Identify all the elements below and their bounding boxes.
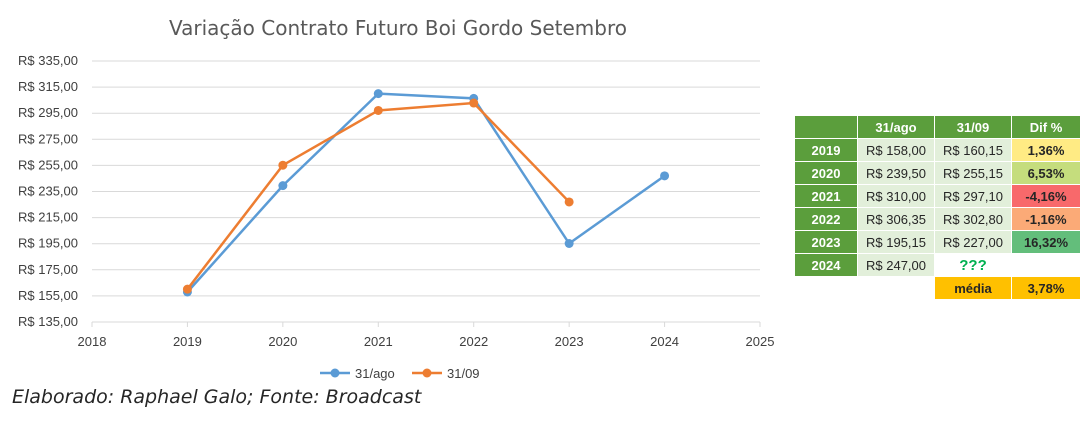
row-set: R$ 160,15 [934,138,1012,162]
row-set: R$ 255,15 [934,161,1012,185]
row-set: R$ 302,80 [934,207,1012,231]
legend-label: 31/ago [355,366,395,381]
row-ago: R$ 195,15 [857,230,935,254]
data-point [373,89,383,99]
legend-marker [330,368,340,378]
data-point [564,197,574,207]
data-point [278,181,288,191]
y-tick-label: R$ 175,00 [18,262,78,277]
blank-cell [857,276,935,300]
x-tick-label: 2021 [364,334,393,349]
table-row: 2020 R$ 239,50 R$ 255,15 6,53% [794,161,1081,185]
row-dif: -4,16% [1011,184,1081,208]
row-dif: -1,16% [1011,207,1081,231]
series-line [186,92,666,293]
source-credit: Elaborado: Raphael Galo; Fonte: Broadcas… [12,386,422,408]
y-tick-label: R$ 135,00 [18,314,78,329]
series-lines [182,89,670,297]
row-dif [1011,253,1081,277]
row-set-unknown: ??? [934,253,1012,277]
y-tick-label: R$ 275,00 [18,131,78,146]
y-axis-ticks: R$ 135,00 R$ 155,00 R$ 175,00 R$ 195,00 R$ 2… [18,53,78,329]
table-row: 2019 R$ 158,00 R$ 160,15 1,36% [794,138,1081,162]
data-point [564,239,574,249]
row-ago: R$ 158,00 [857,138,935,162]
y-tick-label: R$ 315,00 [18,79,78,94]
table-header-ago: 31/ago [857,115,935,139]
table-header-dif: Dif % [1011,115,1081,139]
y-tick-label: R$ 335,00 [18,53,78,68]
x-tick-label: 2020 [268,334,297,349]
y-tick-label: R$ 255,00 [18,157,78,172]
price-table: 31/ago 31/09 Dif % 2019 R$ 158,00 R$ 160… [794,115,1081,300]
y-tick-label: R$ 235,00 [18,184,78,199]
data-point [660,171,670,181]
row-ago: R$ 306,35 [857,207,935,231]
row-ago: R$ 239,50 [857,161,935,185]
x-tick-label: 2025 [746,334,775,349]
table-header-year [794,115,858,139]
table-header-row: 31/ago 31/09 Dif % [794,115,1081,139]
x-tick-label: 2019 [173,334,202,349]
x-tick-label: 2022 [459,334,488,349]
row-ago: R$ 247,00 [857,253,935,277]
row-year: 2022 [794,207,858,231]
y-tick-label: R$ 155,00 [18,288,78,303]
data-point [182,284,192,294]
series-line [186,101,571,290]
table-row: 2021 R$ 310,00 R$ 297,10 -4,16% [794,184,1081,208]
table-header-set: 31/09 [934,115,1012,139]
media-label: média [934,276,1012,300]
row-dif: 6,53% [1011,161,1081,185]
table-media-row: média 3,78% [794,276,1081,300]
x-tick-label: 2024 [650,334,679,349]
x-axis-ticks: 2018 2019 2020 2021 2022 2023 2024 2025 [78,334,775,349]
data-point [469,98,479,108]
table-row: 2023 R$ 195,15 R$ 227,00 16,32% [794,230,1081,254]
legend-marker [422,368,432,378]
row-year: 2024 [794,253,858,277]
legend-label: 31/09 [447,366,480,381]
row-year: 2020 [794,161,858,185]
row-year: 2023 [794,230,858,254]
blank-cell [794,276,858,300]
row-set: R$ 227,00 [934,230,1012,254]
data-point [373,105,383,115]
x-tick-label: 2023 [555,334,584,349]
row-dif: 16,32% [1011,230,1081,254]
row-ago: R$ 310,00 [857,184,935,208]
chart-title: Variação Contrato Futuro Boi Gordo Setem… [169,16,627,40]
row-dif: 1,36% [1011,138,1081,162]
y-tick-label: R$ 295,00 [18,105,78,120]
legend: 31/ago 31/09 [320,366,480,381]
row-year: 2021 [794,184,858,208]
media-value: 3,78% [1011,276,1081,300]
table-row: 2022 R$ 306,35 R$ 302,80 -1,16% [794,207,1081,231]
data-point [278,160,288,170]
row-year: 2019 [794,138,858,162]
x-tick-label: 2018 [78,334,107,349]
y-tick-label: R$ 195,00 [18,236,78,251]
y-tick-label: R$ 215,00 [18,210,78,225]
row-set: R$ 297,10 [934,184,1012,208]
table-row: 2024 R$ 247,00 ??? [794,253,1081,277]
